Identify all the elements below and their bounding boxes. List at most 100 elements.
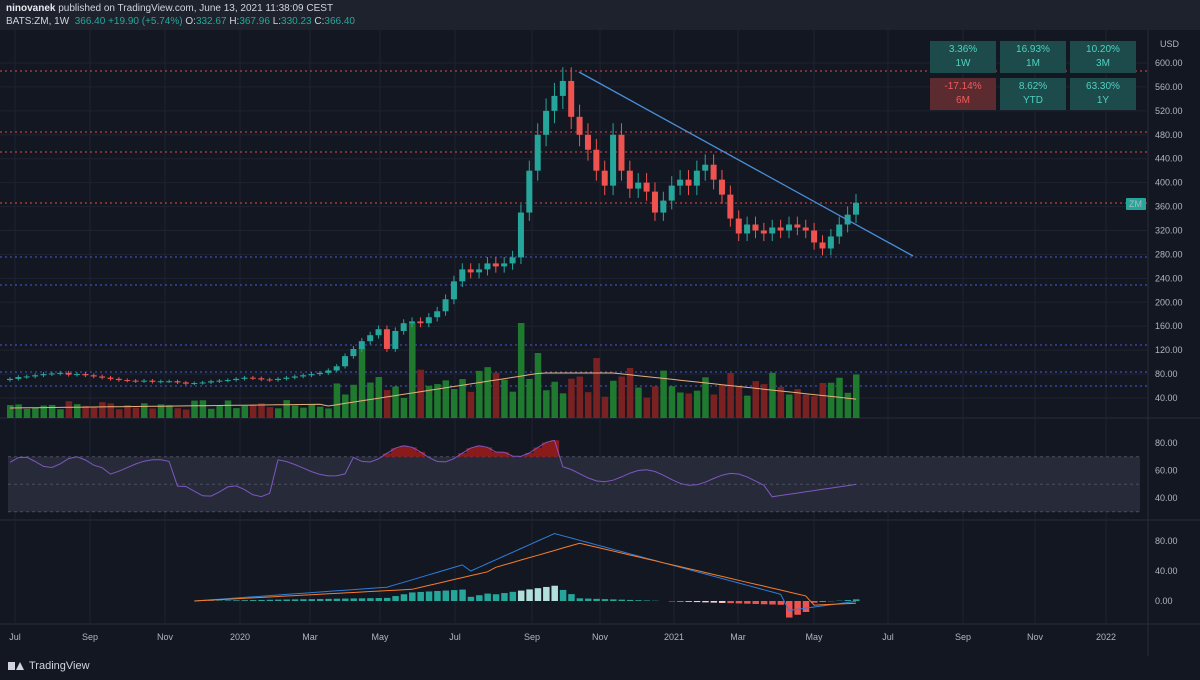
macd-histogram-bar xyxy=(844,599,852,601)
candle-body xyxy=(199,382,206,384)
volume-bar xyxy=(434,384,441,418)
performance-cell: 63.30% 1Y xyxy=(1070,78,1136,110)
candle-body xyxy=(442,299,449,312)
candle-body xyxy=(417,321,424,324)
candle-body xyxy=(90,375,97,377)
candle-body xyxy=(115,378,122,381)
rsi-tick-label: 80.00 xyxy=(1155,438,1178,448)
macd-histogram-bar xyxy=(258,599,265,601)
rsi-overbought-fill xyxy=(541,442,551,457)
performance-value: 63.30% xyxy=(1086,81,1120,92)
macd-histogram-bar xyxy=(434,591,441,601)
header-bar: ninovanek published on TradingView.com, … xyxy=(0,0,1200,30)
macd-histogram-bar xyxy=(375,598,383,601)
rsi-overbought-fill xyxy=(407,447,417,457)
candle-body xyxy=(744,224,751,234)
volume-bar xyxy=(584,392,592,418)
volume-bar xyxy=(643,397,651,418)
rsi-overbought-fill xyxy=(500,452,509,457)
x-axis-label: Sep xyxy=(524,632,540,642)
volume-bar xyxy=(635,387,642,418)
candle-body xyxy=(157,381,164,383)
x-axis-label: 2020 xyxy=(230,632,250,642)
candle-body xyxy=(660,200,667,213)
volume-bar xyxy=(844,392,852,418)
volume-bar xyxy=(40,405,48,418)
price-chart[interactable]: 600.00 560.00 520.00 480.00 440.00 400.00 360.… xyxy=(0,30,1200,656)
volume-bar xyxy=(291,405,299,418)
macd-histogram-bar xyxy=(760,601,768,605)
macd-histogram-bar xyxy=(735,601,743,604)
volume-bar xyxy=(166,405,173,418)
tradingview-logo-icon xyxy=(8,660,24,672)
volume-bar xyxy=(476,370,483,418)
macd-histogram-bar xyxy=(568,594,575,601)
candle-body xyxy=(291,376,298,378)
candle-body xyxy=(626,170,633,189)
volume-bar xyxy=(735,386,743,418)
volume-bar xyxy=(32,407,39,418)
macd-histogram-bar xyxy=(325,598,332,601)
macd-tick-label: 0.00 xyxy=(1155,596,1173,606)
volume-bar xyxy=(760,384,768,418)
price-tick-label: 240.00 xyxy=(1155,273,1183,283)
macd-histogram-bar xyxy=(618,599,625,601)
published-line: ninovanek published on TradingView.com, … xyxy=(6,3,333,14)
candle-body xyxy=(400,323,407,331)
price-tick-label: 280.00 xyxy=(1155,249,1183,259)
macd-histogram-bar xyxy=(383,597,391,601)
candle-body xyxy=(526,170,533,213)
candle-body xyxy=(685,179,692,186)
macd-histogram-bar xyxy=(509,591,517,601)
volume-bar xyxy=(785,394,793,418)
macd-histogram-bar xyxy=(794,601,801,615)
performance-cell: 3.36% 1W xyxy=(930,41,996,73)
volume-bar xyxy=(392,386,399,418)
volume-bar xyxy=(702,377,709,418)
macd-histogram-bar xyxy=(727,601,734,604)
macd-histogram-bar xyxy=(752,601,759,604)
x-axis-label: May xyxy=(371,632,389,642)
volume-bar xyxy=(325,408,332,418)
macd-histogram-bar xyxy=(677,601,684,602)
candle-body xyxy=(224,380,231,382)
candle-body xyxy=(300,375,307,377)
macd-histogram-bar xyxy=(484,593,491,601)
macd-histogram-bar xyxy=(350,598,357,601)
macd-histogram-bar xyxy=(517,590,525,601)
performance-cell: 8.62% YTD xyxy=(1000,78,1066,110)
candle-body xyxy=(383,329,390,349)
volume-bar xyxy=(543,390,550,418)
candle-body xyxy=(82,374,89,376)
candle-body xyxy=(266,379,273,381)
volume-bar xyxy=(99,402,106,418)
symbol-label[interactable]: BATS:ZM, 1W xyxy=(6,16,70,27)
price-tick-label: 560.00 xyxy=(1155,82,1183,92)
performance-cell: -17.14% 6M xyxy=(930,78,996,110)
volume-bar xyxy=(283,400,290,418)
tradingview-logo[interactable]: TradingView xyxy=(8,660,90,672)
candle-body xyxy=(811,230,818,243)
candle-body xyxy=(149,380,156,382)
price-tick-label: 360.00 xyxy=(1155,202,1183,212)
volume-bar xyxy=(199,400,207,418)
candle-body xyxy=(735,218,742,234)
close-label: C: xyxy=(314,16,325,27)
candle-body xyxy=(785,224,792,231)
candle-body xyxy=(802,227,809,231)
macd-histogram-bar xyxy=(576,598,584,601)
volume-bar xyxy=(651,386,659,418)
macd-histogram-bar xyxy=(459,589,466,601)
performance-value: -17.14% xyxy=(944,81,982,92)
volume-bar xyxy=(794,389,801,418)
macd-histogram-bar xyxy=(785,601,793,618)
volume-bar xyxy=(450,389,458,418)
price-tick-label: 480.00 xyxy=(1155,130,1183,140)
candle-body xyxy=(107,377,114,379)
macd-histogram-bar xyxy=(308,599,316,601)
candle-body xyxy=(409,321,416,324)
volume-bar xyxy=(517,323,525,418)
candle-body xyxy=(15,377,22,379)
author-name[interactable]: ninovanek xyxy=(6,3,56,14)
volume-bar xyxy=(216,405,223,418)
